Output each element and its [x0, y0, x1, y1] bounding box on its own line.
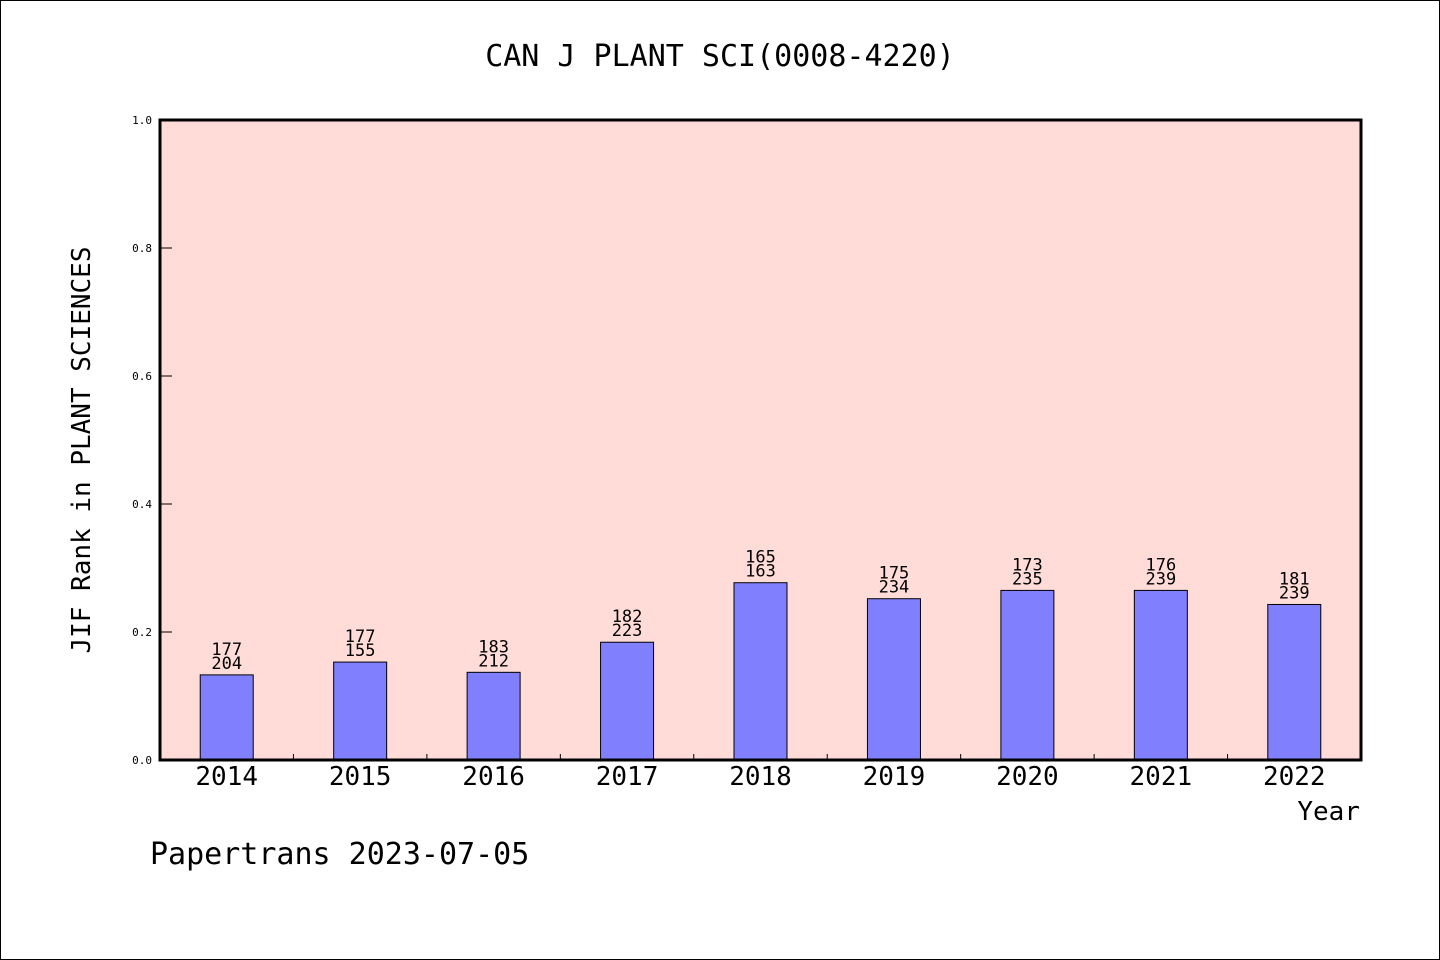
x-tick-label: 2016	[462, 762, 525, 792]
x-axis: 2014 2015 2016 2017 2018 2019 2020 2021 2022	[195, 754, 1326, 792]
bar	[733, 582, 788, 761]
bar-total-label: 223	[612, 621, 643, 641]
bar	[1133, 589, 1188, 761]
bar	[866, 598, 921, 761]
bar-rank-label: 181	[1279, 569, 1310, 589]
x-tick-label: 2018	[729, 762, 792, 792]
bar	[1267, 603, 1322, 761]
bar	[199, 674, 254, 761]
x-axis-label: Year	[1297, 797, 1360, 827]
bar	[1000, 589, 1055, 761]
bar-total-label: 239	[1279, 583, 1310, 603]
x-tick-label: 2015	[329, 762, 392, 792]
bar-total-label: 239	[1145, 569, 1176, 589]
chart-title: CAN J PLANT SCI(0008-4220)	[485, 39, 955, 74]
footer-text: Papertrans 2023-07-05	[150, 837, 529, 872]
bar-total-label: 163	[745, 562, 776, 582]
bar-rank-label: 176	[1145, 555, 1176, 575]
bar	[466, 671, 521, 761]
y-axis: 0.0 0.2 0.4 0.6 0.8 1.0	[132, 114, 172, 767]
y-tick-label: 0.6	[132, 370, 152, 383]
bar-total-label: 212	[478, 651, 509, 671]
x-tick-label: 2017	[596, 762, 659, 792]
bar-rank-label: 175	[879, 564, 910, 584]
x-tick-label: 2014	[195, 762, 258, 792]
bar-total-label: 204	[211, 654, 242, 674]
plot-border	[158, 118, 1363, 762]
bar-rank-label: 177	[211, 640, 242, 660]
x-tick-label: 2021	[1130, 762, 1193, 792]
x-tick-label: 2020	[996, 762, 1059, 792]
bar-rank-label: 165	[745, 548, 776, 568]
bar-rank-label: 183	[478, 637, 509, 657]
bar-rank-label: 182	[612, 607, 643, 627]
bar-rank-label: 177	[345, 627, 376, 647]
bar	[333, 661, 388, 761]
bar-total-label: 235	[1012, 569, 1043, 589]
y-tick-label: 0.0	[132, 754, 152, 767]
y-tick-label: 1.0	[132, 114, 152, 127]
y-tick-label: 0.8	[132, 242, 152, 255]
bar-rank-label: 173	[1012, 555, 1043, 575]
y-axis-label: JIF Rank in PLANT SCIENCES	[67, 247, 97, 654]
bar-total-label: 155	[345, 641, 376, 661]
x-tick-label: 2022	[1263, 762, 1326, 792]
y-tick-label: 0.4	[132, 498, 152, 511]
bar	[600, 641, 655, 761]
x-tick-label: 2019	[863, 762, 926, 792]
y-tick-label: 0.2	[132, 626, 152, 639]
bar-total-label: 234	[879, 578, 910, 598]
